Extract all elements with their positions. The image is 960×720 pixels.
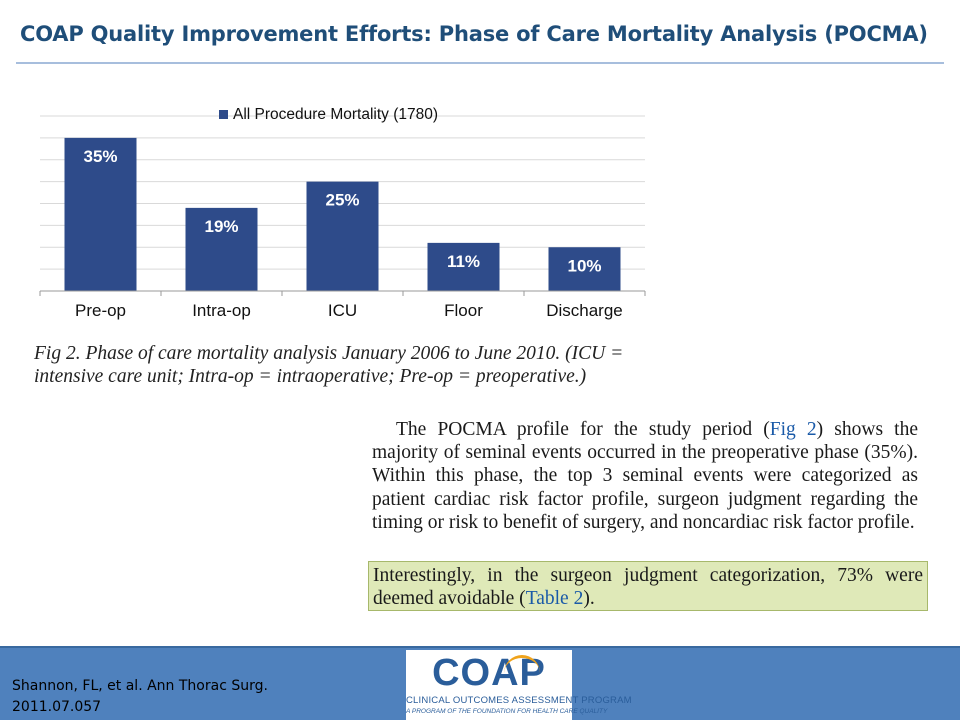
chart-bars [64, 137, 621, 291]
title-divider [16, 62, 944, 64]
x-tick-label: Intra-op [192, 301, 251, 320]
data-label: 10% [567, 256, 601, 275]
article-body-text: The POCMA profile for the study period (… [372, 418, 918, 534]
coap-logo: COAP CLINICAL OUTCOMES ASSESSMENT PROGRA… [406, 650, 632, 720]
bar-intra-op [185, 207, 258, 291]
body-text-part2: ) shows the majority of seminal events o… [372, 419, 919, 533]
x-axis-ticks [39, 291, 646, 296]
citation: Shannon, FL, et al. Ann Thorac Surg. 201… [12, 676, 268, 718]
body-text-part1: The POCMA profile for the study period ( [396, 419, 770, 440]
highlight-text-part1: Interestingly, in the surgeon judgment c… [373, 565, 923, 609]
bar-pre-op [64, 137, 137, 291]
chart-value-labels: 35% 19% 25% 11% 10% [83, 147, 601, 275]
figure-caption: Fig 2. Phase of care mortality analysis … [34, 343, 624, 387]
logo-program-name: CLINICAL OUTCOMES ASSESSMENT PROGRAM [406, 695, 632, 706]
table-reference-link[interactable]: Table 2 [525, 588, 584, 609]
bar-floor [427, 242, 500, 291]
logo-tagline: A PROGRAM OF THE FOUNDATION FOR HEALTH C… [406, 708, 608, 715]
legend-swatch [219, 110, 228, 119]
footer-bar: Shannon, FL, et al. Ann Thorac Surg. 201… [0, 646, 960, 720]
highlight-text-part2: ). [583, 588, 595, 609]
page-title: COAP Quality Improvement Efforts: Phase … [20, 22, 928, 46]
x-tick-label: Pre-op [75, 301, 126, 320]
coap-logo-mark: COAP [406, 653, 572, 693]
data-label: 11% [447, 252, 480, 271]
mortality-bar-chart: All Procedure Mortality (1780) 35% 19% 25%… [39, 106, 646, 320]
bar-icu [306, 181, 379, 291]
figure-reference-link[interactable]: Fig 2 [769, 419, 817, 440]
highlighted-finding: Interestingly, in the surgeon judgment c… [368, 561, 928, 611]
citation-line-1: Shannon, FL, et al. Ann Thorac Surg. [12, 678, 268, 694]
chart-legend: All Procedure Mortality (1780) [219, 106, 438, 123]
x-tick-label: Floor [444, 301, 483, 320]
logo-arc-icon [504, 655, 540, 673]
legend-label: All Procedure Mortality (1780) [233, 106, 438, 123]
bar-discharge [548, 247, 621, 291]
data-label: 19% [204, 217, 238, 236]
x-tick-label: ICU [328, 301, 357, 320]
x-tick-label: Discharge [546, 301, 623, 320]
data-label: 35% [83, 147, 117, 166]
x-axis-labels: Pre-op Intra-op ICU Floor Discharge [75, 301, 623, 320]
data-label: 25% [325, 191, 359, 210]
citation-line-2: 2011.07.057 [12, 699, 102, 715]
